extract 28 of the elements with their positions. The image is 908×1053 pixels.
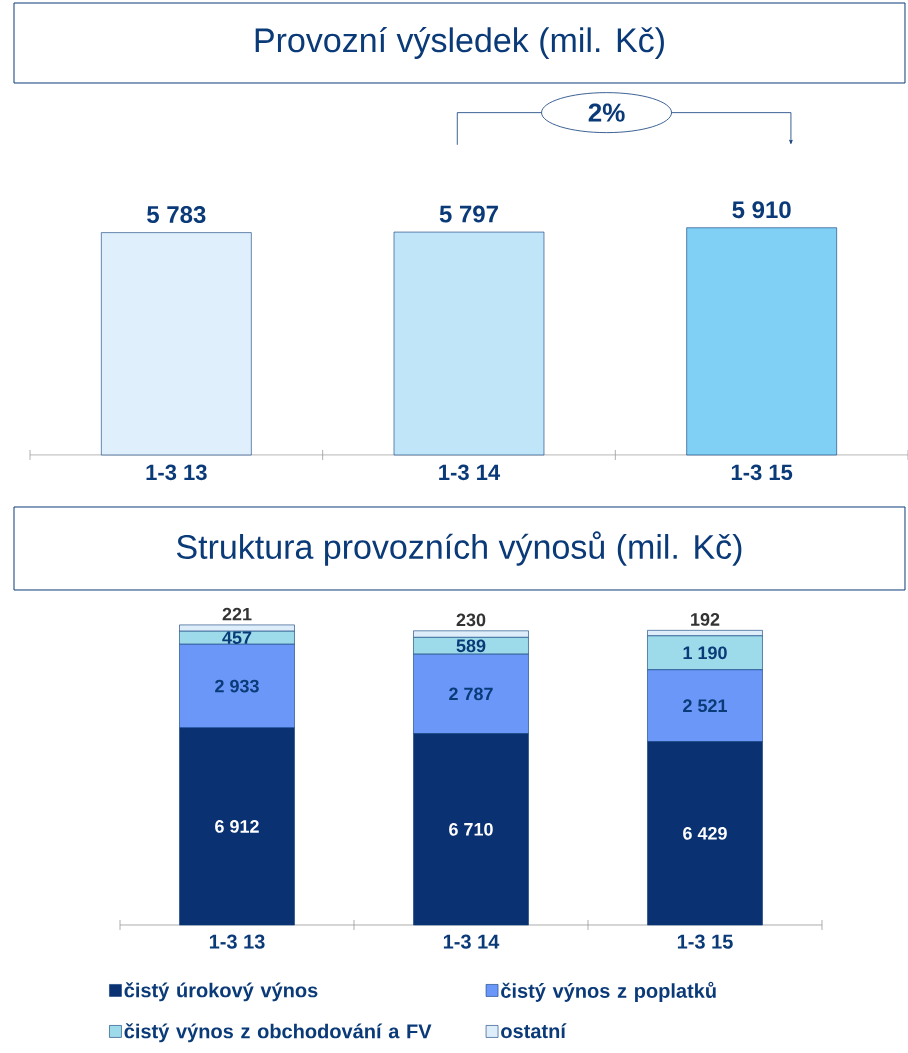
data-label: 1 190 <box>683 646 727 660</box>
data-label: 2 521 <box>683 699 727 713</box>
x-tick-label: 1-3 14 <box>443 934 500 949</box>
legend-label: čistý výnos z poplatků <box>501 981 716 1002</box>
chart-title: Provozní výsledek (mil. Kč) <box>255 26 664 60</box>
data-label: 6 429 <box>683 826 727 840</box>
x-tick-label: 1-3 13 <box>209 934 265 949</box>
data-label: 589 <box>456 639 486 653</box>
data-label: 5 910 <box>732 201 791 219</box>
data-label: 6 912 <box>215 820 259 833</box>
data-label: 230 <box>456 613 486 627</box>
text: 2% <box>588 103 625 122</box>
legend-label: čistý úrokový výnos <box>124 982 318 1002</box>
x-tick-label: 1-3 15 <box>731 464 793 481</box>
data-label: 5 783 <box>147 206 206 224</box>
x-tick-label: 1-3 15 <box>677 934 733 949</box>
x-tick-label: 1-3 13 <box>146 464 207 481</box>
data-label: 6 710 <box>449 822 493 836</box>
data-label: 221 <box>222 607 252 621</box>
data-label: 457 <box>222 631 252 644</box>
data-label: 192 <box>691 613 720 626</box>
data-label: 2 787 <box>449 687 493 701</box>
legend-label: ostatní <box>501 1023 567 1039</box>
data-label: 5 797 <box>439 205 498 223</box>
chart-title: Struktura provozních výnosů (mil. Kč) <box>176 531 742 566</box>
data-label: 2 933 <box>215 679 259 693</box>
legend-label: čistý výnos z obchodování a FV <box>124 1023 432 1043</box>
x-tick-label: 1-3 14 <box>439 464 501 481</box>
